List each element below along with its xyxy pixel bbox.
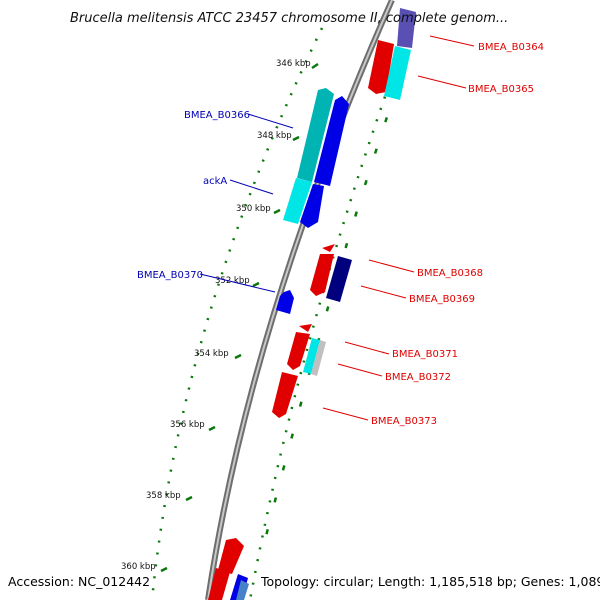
leader-BMEA_B0372 bbox=[337, 363, 383, 377]
leader-BMEA_B0369 bbox=[360, 285, 407, 299]
kbp-tick-346 bbox=[311, 62, 319, 70]
leader-BMEA_B0368 bbox=[368, 259, 415, 273]
backbone-shadow bbox=[205, 0, 395, 600]
kbp-tick-356 bbox=[208, 425, 216, 432]
leader-BMEA_B0373 bbox=[322, 407, 369, 421]
map-title: Brucella melitensis ATCC 23457 chromosom… bbox=[70, 11, 508, 26]
label-BMEA_B0365[interactable]: BMEA_B0365 bbox=[468, 84, 534, 95]
gene-arrow-red bbox=[287, 332, 310, 370]
leader-BMEA_B0365 bbox=[417, 75, 467, 89]
gene-arrow-cyan bbox=[384, 46, 411, 100]
accession-text: Accession: NC_012442 bbox=[8, 574, 150, 589]
tick-label-352: 352 kbp bbox=[215, 276, 250, 286]
gene-arrow-cyan bbox=[283, 178, 312, 224]
gene-arrow-teal bbox=[297, 88, 334, 182]
leader-lines bbox=[199, 35, 475, 421]
gene-arrow-purple bbox=[397, 8, 416, 48]
label-BMEA_B0371[interactable]: BMEA_B0371 bbox=[392, 349, 458, 360]
label-BMEA_B0373[interactable]: BMEA_B0373 bbox=[371, 416, 437, 427]
label-BMEA_B0369[interactable]: BMEA_B0369 bbox=[409, 294, 475, 305]
tick-label-348: 348 kbp bbox=[257, 131, 292, 141]
gene-BMEA_B0371[interactable] bbox=[287, 324, 312, 370]
genome-stats-text: Topology: circular; Length: 1,185,518 bp… bbox=[260, 574, 600, 589]
kbp-tick-360 bbox=[160, 566, 168, 573]
gene-arrow-blue bbox=[276, 290, 294, 314]
gene-arrow-blue bbox=[314, 96, 349, 186]
tick-label-356: 356 kbp bbox=[170, 420, 205, 430]
label-BMEA_B0366[interactable]: BMEA_B0366 bbox=[184, 110, 250, 121]
tick-label-346: 346 kbp bbox=[276, 59, 311, 69]
gene-arrow-red-small bbox=[299, 324, 312, 332]
gene-arrow-cyan bbox=[303, 338, 320, 374]
label-BMEA_B0368[interactable]: BMEA_B0368 bbox=[417, 268, 483, 279]
tick-label-350: 350 kbp bbox=[236, 204, 271, 214]
gene-BMEA_B0369[interactable] bbox=[326, 256, 352, 302]
gene-arrow-red-small bbox=[322, 244, 335, 252]
tick-label-360: 360 kbp bbox=[121, 562, 156, 572]
gene-arrow-red bbox=[310, 254, 334, 296]
gene-BMEA_B0368[interactable] bbox=[310, 244, 335, 296]
kbp-tick-350 bbox=[273, 208, 281, 215]
gene-bottom-cluster[interactable] bbox=[208, 538, 249, 600]
label-BMEA_B0364[interactable]: BMEA_B0364 bbox=[478, 42, 544, 53]
gene-BMEA_B0372[interactable] bbox=[303, 338, 326, 376]
kbp-ticks bbox=[160, 62, 319, 573]
gene-arrow-grey bbox=[311, 340, 326, 376]
backbone bbox=[207, 0, 393, 600]
tick-label-358: 358 kbp bbox=[146, 491, 181, 501]
leader-BMEA_B0371 bbox=[344, 341, 390, 355]
gene-arrow-navy bbox=[326, 256, 352, 302]
gene-arrow-red bbox=[272, 372, 298, 418]
gene-BMEA_B0370[interactable] bbox=[276, 290, 294, 314]
tick-label-354: 354 kbp bbox=[194, 349, 229, 359]
kbp-tick-354 bbox=[234, 353, 242, 360]
leader-ackA bbox=[229, 179, 274, 195]
gene-arrow-red bbox=[218, 538, 244, 574]
gene-BMEA_B0366[interactable] bbox=[297, 88, 349, 186]
gene-arrow-steel bbox=[236, 580, 249, 600]
kbp-tick-348 bbox=[292, 135, 300, 142]
gene-arrow-blue bbox=[300, 184, 324, 228]
outer-tick-track bbox=[258, 54, 410, 561]
label-BMEA_B0370[interactable]: BMEA_B0370 bbox=[137, 270, 203, 281]
gene-ackA[interactable] bbox=[283, 178, 324, 228]
leader-BMEA_B0370 bbox=[199, 273, 276, 293]
kbp-tick-352 bbox=[252, 281, 260, 288]
gene-BMEA_B0373[interactable] bbox=[272, 372, 298, 418]
leader-BMEA_B0366 bbox=[247, 113, 294, 129]
outer-dotted-track bbox=[248, 39, 407, 600]
leader-BMEA_B0364 bbox=[429, 35, 475, 47]
label-BMEA_B0372[interactable]: BMEA_B0372 bbox=[385, 372, 451, 383]
kbp-tick-358 bbox=[185, 495, 193, 502]
label-ackA[interactable]: ackA bbox=[203, 176, 227, 187]
gene-arrow-red bbox=[208, 568, 230, 600]
gene-BMEA_B0365[interactable] bbox=[384, 46, 411, 100]
